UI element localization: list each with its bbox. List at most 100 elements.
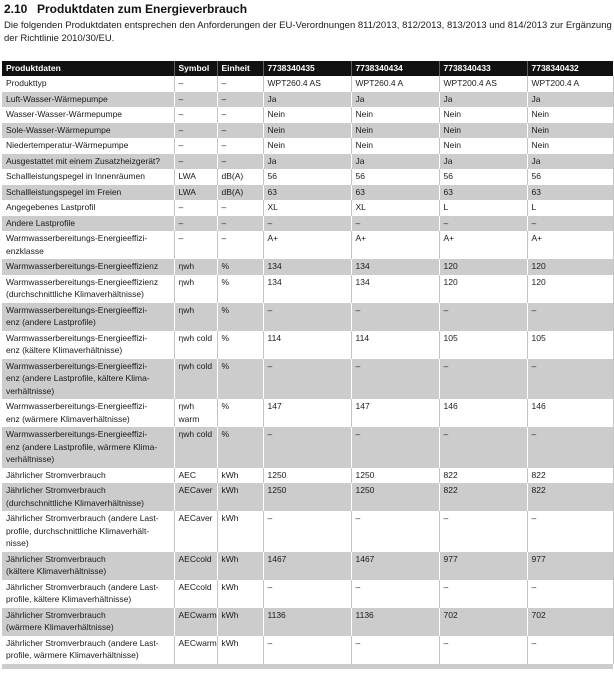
value-cell: –	[527, 427, 614, 468]
value-cell: 1250	[351, 467, 440, 483]
table-continuation-strip	[2, 663, 613, 669]
header-model-3: 7738340433	[439, 61, 528, 76]
value-cell: Ja	[351, 153, 440, 169]
value-cell: –	[351, 215, 440, 231]
value-cell: 977	[439, 551, 528, 580]
value-cell: 105	[527, 330, 614, 359]
value-cell: Nein	[351, 138, 440, 154]
product-label-cell: Jährlicher Stromverbrauch (wärmere Klima…	[2, 607, 175, 636]
header-model-2: 7738340434	[351, 61, 440, 76]
value-cell: 56	[527, 169, 614, 185]
product-label-cell: Jährlicher Stromverbrauch (kältere Klima…	[2, 551, 175, 580]
product-label-cell: Sole-Wasser-Wärmepumpe	[2, 122, 175, 138]
product-label-cell: Jährlicher Stromverbrauch (andere Last- …	[2, 635, 175, 664]
value-cell: WPT200.4 AS	[439, 76, 528, 92]
value-cell: –	[263, 427, 352, 468]
product-label-cell: Ausgestattet mit einem Zusatzheizgerät?	[2, 153, 175, 169]
value-cell: –	[527, 302, 614, 331]
product-label-cell: Wasser-Wasser-Wärmepumpe	[2, 107, 175, 123]
product-label-cell: Jährlicher Stromverbrauch (andere Last- …	[2, 579, 175, 608]
symbol-cell: ηwh warm	[174, 399, 218, 427]
value-cell: 147	[263, 399, 352, 427]
value-cell: –	[439, 302, 528, 331]
product-label-cell: Schallleistungspegel in Innenräumen	[2, 169, 175, 185]
table-row: Jährlicher Stromverbrauch AEC kWh 1250 1250 8…	[2, 467, 614, 483]
value-cell: L	[527, 200, 614, 216]
table-row: Jährlicher Stromverbrauch (andere Last- …	[2, 511, 614, 552]
value-cell: A+	[263, 231, 352, 259]
table-row: Niedertemperatur-Wärmepumpe – – Nein Nein Nei…	[2, 138, 614, 154]
value-cell: A+	[439, 231, 528, 259]
unit-cell: –	[217, 122, 264, 138]
value-cell: 134	[263, 259, 352, 275]
value-cell: Ja	[527, 153, 614, 169]
value-cell: Nein	[527, 107, 614, 123]
symbol-cell: –	[174, 122, 218, 138]
value-cell: 105	[439, 330, 528, 359]
unit-cell: kWh	[217, 511, 264, 552]
value-cell: –	[351, 427, 440, 468]
table-row: Warmwasserbereitungs-Energieeffizienz (d…	[2, 274, 614, 303]
value-cell: Nein	[351, 107, 440, 123]
symbol-cell: AECaver	[174, 511, 218, 552]
symbol-cell: AECwarm	[174, 607, 218, 636]
value-cell: 63	[527, 184, 614, 200]
value-cell: Nein	[439, 122, 528, 138]
value-cell: Ja	[351, 91, 440, 107]
value-cell: –	[351, 635, 440, 664]
unit-cell: kWh	[217, 551, 264, 580]
table-row: Jährlicher Stromverbrauch (andere Last- …	[2, 635, 614, 664]
value-cell: 134	[263, 274, 352, 303]
product-label-cell: Warmwasserbereitungs-Energieeffizienz	[2, 259, 175, 275]
table-row: Warmwasserbereitungs-Energieeffizienz ηwh…	[2, 259, 614, 275]
product-label-cell: Warmwasserbereitungs-Energieeffizi- enz …	[2, 399, 175, 427]
value-cell: –	[351, 579, 440, 608]
unit-cell: dB(A)	[217, 184, 264, 200]
product-label-cell: Jährlicher Stromverbrauch (durchschnittl…	[2, 483, 175, 511]
value-cell: –	[439, 427, 528, 468]
symbol-cell: AECaver	[174, 483, 218, 511]
value-cell: –	[263, 635, 352, 664]
value-cell: 134	[351, 274, 440, 303]
symbol-cell: ηwh cold	[174, 427, 218, 468]
value-cell: –	[351, 511, 440, 552]
table-row: Wasser-Wasser-Wärmepumpe – – Nein Nein Nein Ne…	[2, 107, 614, 123]
value-cell: 120	[527, 274, 614, 303]
symbol-cell: AECwarm	[174, 635, 218, 664]
symbol-cell: –	[174, 91, 218, 107]
value-cell: Ja	[527, 91, 614, 107]
value-cell: 134	[351, 259, 440, 275]
symbol-cell: AECcold	[174, 579, 218, 608]
unit-cell: kWh	[217, 579, 264, 608]
header-produktdaten: Produktdaten	[2, 61, 175, 76]
header-model-1: 7738340435	[263, 61, 352, 76]
unit-cell: –	[217, 138, 264, 154]
value-cell: 1250	[351, 483, 440, 511]
value-cell: –	[527, 579, 614, 608]
symbol-cell: AECcold	[174, 551, 218, 580]
product-label-cell: Niedertemperatur-Wärmepumpe	[2, 138, 175, 154]
header-model-4: 7738340432	[527, 61, 613, 76]
table-row: Jährlicher Stromverbrauch (andere Last- …	[2, 579, 614, 608]
product-label-cell: Warmwasserbereitungs-Energieeffizienz (d…	[2, 274, 175, 303]
value-cell: WPT260.4 A	[351, 76, 440, 92]
symbol-cell: –	[174, 200, 218, 216]
value-cell: A+	[527, 231, 614, 259]
value-cell: 1136	[351, 607, 440, 636]
value-cell: 1136	[263, 607, 352, 636]
value-cell: Nein	[263, 138, 352, 154]
product-data-table: Produktdaten Symbol Einheit 7738340435 7…	[2, 61, 614, 664]
unit-cell: kWh	[217, 607, 264, 636]
value-cell: Nein	[439, 138, 528, 154]
value-cell: –	[527, 635, 614, 664]
symbol-cell: ηwh cold	[174, 358, 218, 399]
value-cell: 822	[439, 483, 528, 511]
value-cell: 63	[351, 184, 440, 200]
unit-cell: kWh	[217, 635, 264, 664]
value-cell: –	[527, 358, 614, 399]
unit-cell: %	[217, 259, 264, 275]
value-cell: 114	[263, 330, 352, 359]
value-cell: –	[263, 579, 352, 608]
value-cell: Ja	[263, 91, 352, 107]
value-cell: 1250	[263, 483, 352, 511]
